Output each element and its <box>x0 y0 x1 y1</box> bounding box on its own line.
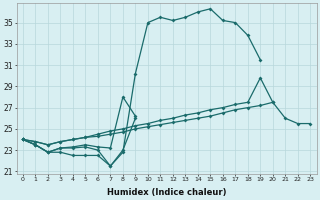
X-axis label: Humidex (Indice chaleur): Humidex (Indice chaleur) <box>107 188 226 197</box>
